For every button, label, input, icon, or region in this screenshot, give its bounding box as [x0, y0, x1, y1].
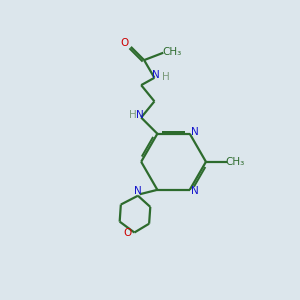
Text: H: H	[162, 72, 170, 82]
Text: N: N	[152, 70, 160, 80]
Text: N: N	[191, 186, 199, 196]
Text: O: O	[121, 38, 129, 48]
Text: N: N	[134, 186, 142, 196]
Text: CH₃: CH₃	[163, 47, 182, 57]
Text: N: N	[136, 110, 144, 121]
Text: H: H	[129, 110, 137, 121]
Text: O: O	[124, 228, 132, 238]
Text: N: N	[191, 127, 199, 137]
Text: CH₃: CH₃	[225, 157, 244, 167]
